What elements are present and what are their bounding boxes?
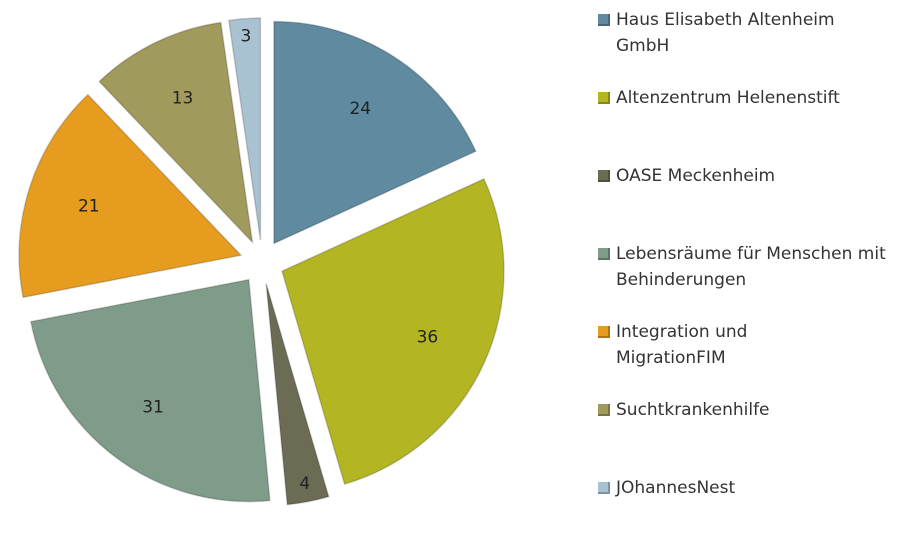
legend-label: Suchtkrankenhilfe [616, 400, 770, 420]
pie-slice [227, 17, 262, 241]
legend-label: Lebensräume für Menschen mit Behinderung… [616, 244, 886, 290]
data-label: 3 [240, 26, 251, 46]
legend-item: Altenzentrum Helenenstift [598, 85, 913, 163]
legend-marker [598, 248, 610, 260]
pie-slice [18, 93, 243, 299]
legend-item: Lebensräume für Menschen mit Behinderung… [598, 241, 913, 319]
data-label: 21 [78, 197, 100, 217]
pie-slice [281, 177, 505, 486]
pie-slice [273, 20, 477, 245]
legend-label: Haus Elisabeth Altenheim GmbH [616, 10, 835, 56]
legend-marker [598, 482, 610, 494]
data-label: 36 [417, 328, 439, 348]
legend-marker [598, 92, 610, 104]
pie-slice [98, 21, 254, 245]
chart: 24 36 4 31 21 13 3 [18, 17, 505, 506]
legend-item: Suchtkrankenhilfe [598, 397, 913, 475]
legend-label: Altenzentrum Helenenstift [616, 88, 840, 108]
legend-marker [598, 326, 610, 338]
legend-label: Integration und MigrationFIM [616, 322, 748, 368]
pie-slice [29, 278, 271, 503]
data-label: 31 [142, 398, 164, 418]
page: 24 36 4 31 21 13 3 Haus Elisabeth Altenheim Gm… [18, 10, 886, 506]
legend-item: Integration und MigrationFIM [598, 319, 913, 397]
legend-label: JOhannesNest [616, 478, 736, 498]
data-label: 4 [299, 474, 310, 494]
legend-marker [598, 404, 610, 416]
legend-marker [598, 170, 610, 182]
legend: Haus Elisabeth Altenheim GmbH Altenzentru… [598, 7, 913, 553]
legend-item: JOhannesNest [598, 475, 913, 553]
pie-slice [265, 283, 330, 506]
legend-marker [598, 14, 610, 26]
data-label: 13 [172, 88, 194, 108]
legend-item: Haus Elisabeth Altenheim GmbH [598, 7, 913, 85]
legend-label: OASE Meckenheim [616, 166, 776, 186]
data-label: 24 [349, 99, 371, 119]
legend-item: OASE Meckenheim [598, 163, 913, 241]
